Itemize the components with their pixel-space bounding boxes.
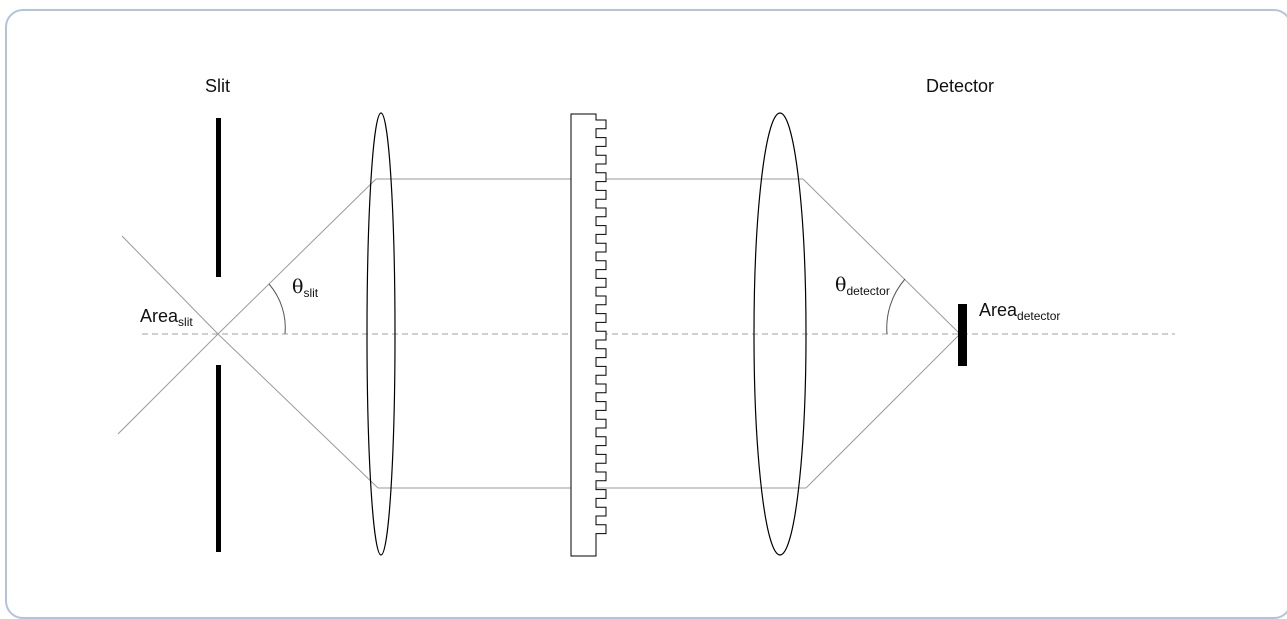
ray-slit-to-lens-top [217, 178, 377, 335]
detector-bar [958, 304, 967, 366]
ray-upper-left [121, 235, 219, 335]
theta-detector-label: θdetector [835, 274, 890, 298]
area-detector-label: Areadetector [979, 300, 1060, 323]
ray-slit-to-lens-bottom [217, 333, 379, 489]
theta-slit-arc [268, 283, 286, 335]
theta-slit-label: θslit [292, 276, 319, 300]
ray-lens-to-detector-top [802, 178, 961, 335]
area-slit-label: Areaslit [140, 306, 193, 329]
spectrometer-diagram: Slit Detector Areaslit θslit θdetector A… [117, 76, 1175, 557]
slit-label: Slit [205, 76, 230, 96]
ray-lower-left [117, 333, 219, 435]
ray-lens-to-detector-bottom [805, 333, 961, 489]
theta-detector-arc [886, 278, 906, 335]
slit-upper-bar [216, 118, 221, 277]
detector-label: Detector [926, 76, 994, 96]
diffraction-grating [570, 113, 607, 557]
focusing-lens [753, 112, 807, 556]
slit-lower-bar [216, 365, 221, 552]
collimating-lens [366, 112, 396, 556]
